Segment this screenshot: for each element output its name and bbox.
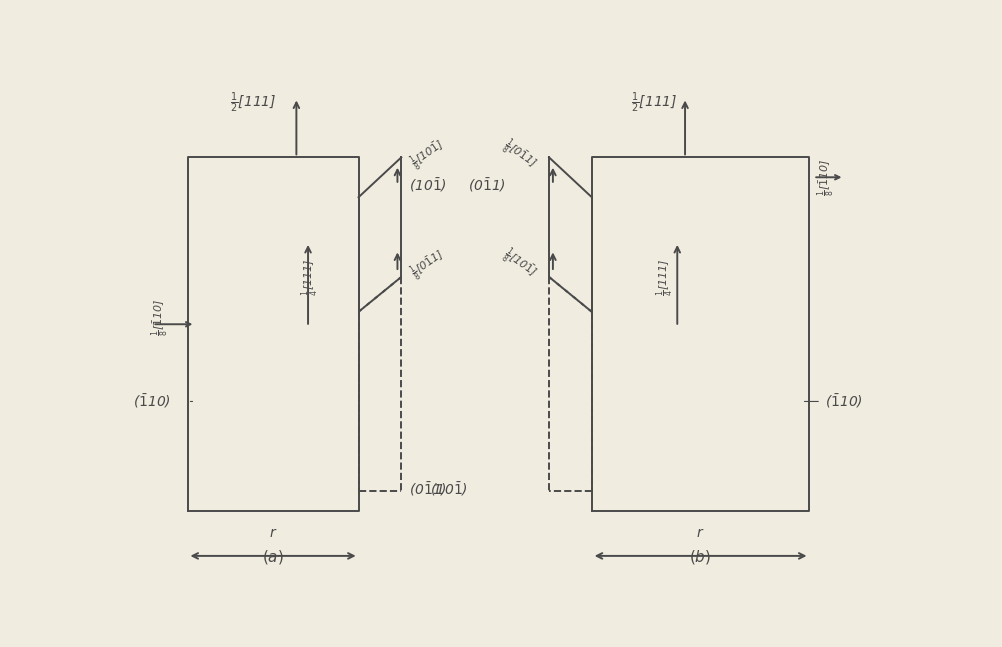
Text: $\frac{1}{8}$[10$\bar{1}$]: $\frac{1}{8}$[10$\bar{1}$] bbox=[498, 245, 541, 284]
Text: $(b)$: $(b)$ bbox=[688, 548, 711, 566]
Text: $\frac{1}{4}$[111]: $\frac{1}{4}$[111] bbox=[654, 258, 675, 296]
Text: (10$\bar{1}$): (10$\bar{1}$) bbox=[409, 176, 447, 193]
Text: (10$\bar{1}$): (10$\bar{1}$) bbox=[429, 479, 467, 498]
Text: $\frac{1}{8}$[0$\bar{1}$1]: $\frac{1}{8}$[0$\bar{1}$1] bbox=[498, 135, 541, 175]
Text: $\frac{1}{8}$[$\bar{1}$10]: $\frac{1}{8}$[$\bar{1}$10] bbox=[149, 298, 171, 336]
Text: $\frac{1}{8}$[10$\bar{1}$]: $\frac{1}{8}$[10$\bar{1}$] bbox=[407, 135, 450, 175]
Text: (0$\bar{1}$1): (0$\bar{1}$1) bbox=[409, 479, 447, 498]
Text: $\frac{1}{2}$[111]: $\frac{1}{2}$[111] bbox=[630, 91, 676, 115]
Text: (0$\bar{1}$1): (0$\bar{1}$1) bbox=[468, 176, 506, 193]
Text: $\frac{1}{2}$[111]: $\frac{1}{2}$[111] bbox=[230, 91, 277, 115]
Text: $\frac{1}{8}$[$\bar{1}$10]: $\frac{1}{8}$[$\bar{1}$10] bbox=[815, 159, 837, 196]
Text: $r$: $r$ bbox=[695, 527, 704, 540]
Text: ($\bar{1}$10): ($\bar{1}$10) bbox=[825, 393, 862, 410]
Text: ($\bar{1}$10): ($\bar{1}$10) bbox=[133, 393, 171, 410]
Text: $r$: $r$ bbox=[269, 527, 277, 540]
Text: $\frac{1}{8}$[0$\bar{1}$1]: $\frac{1}{8}$[0$\bar{1}$1] bbox=[407, 245, 450, 284]
Text: $\frac{1}{4}$[111]: $\frac{1}{4}$[111] bbox=[300, 258, 321, 296]
Text: $(a)$: $(a)$ bbox=[262, 548, 284, 566]
